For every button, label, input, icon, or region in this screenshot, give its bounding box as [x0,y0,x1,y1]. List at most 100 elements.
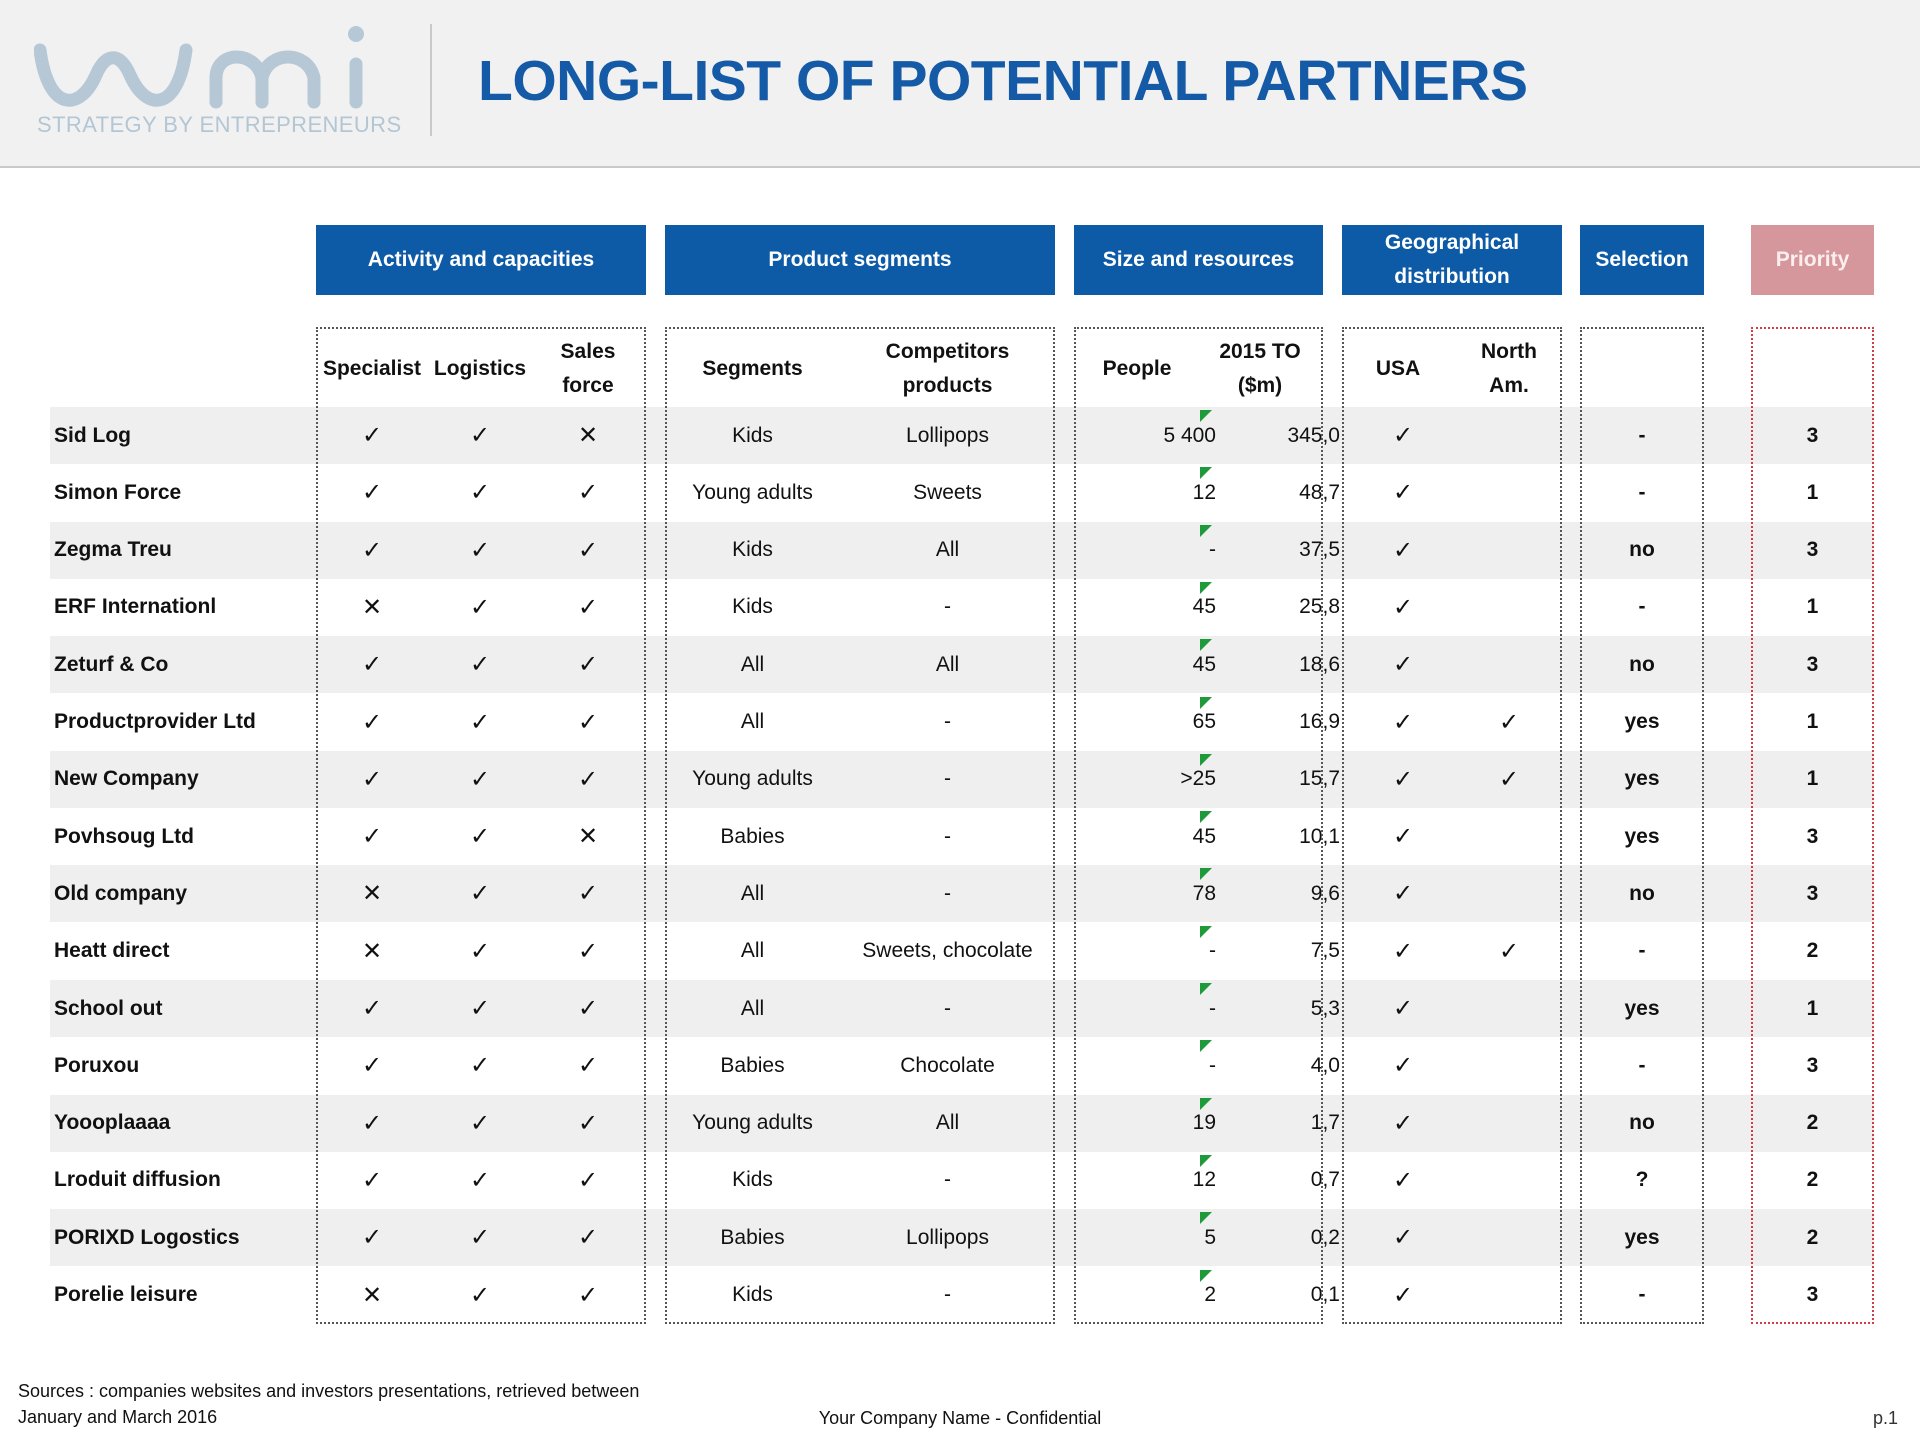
cell-competitors: All [935,1111,960,1135]
cell-usa: ✓ [1392,880,1414,908]
col-header-2015-to: 2015 TO ($m) [1219,340,1301,397]
cell-people: 19 [1192,1111,1216,1135]
cell-name: School out [54,996,163,1020]
cell-to: 5,3 [1310,996,1340,1020]
cell-competitors: Lollipops [906,423,989,447]
group-header-priority: Priority [1751,225,1874,295]
cell-selection: yes [1624,710,1660,733]
company-logo: STRATEGY BY ENTREPRENEURS [34,20,401,144]
cell-priority: 2 [1806,1225,1819,1249]
cell-logistics: ✓ [469,651,491,679]
group-box-geography [1342,327,1562,1324]
cell-priority: 3 [1806,1053,1819,1077]
group-header-geography: Geographical distribution [1342,225,1562,295]
col-header-segments: Segments [702,357,803,380]
cell-competitors: - [944,996,951,1020]
cell-segment: All [740,996,765,1020]
cell-name: New Company [54,767,199,791]
comment-marker-icon [1200,1154,1212,1167]
cell-name: Povhsoug Ltd [54,824,194,848]
cell-usa: ✓ [1392,1166,1414,1194]
col-header-sales-force: Sales force [560,340,616,397]
cell-selection: no [1629,538,1655,562]
comment-marker-icon [1200,868,1212,881]
comment-marker-icon [1200,639,1212,652]
group-box-priority [1751,327,1874,1324]
cell-specialist: ✓ [361,823,383,851]
group-box-activity [316,327,646,1324]
cell-specialist: ✓ [361,995,383,1022]
cell-priority: 1 [1806,767,1819,791]
cell-segment: Young adults [692,1111,813,1135]
slide-header: STRATEGY BY ENTREPRENEURS LONG-LIST OF P… [0,0,1920,168]
cell-name: ERF Internationl [54,595,217,619]
table-row: Porelie leisure ✕ ✓ ✓ Kids - 2 0,1 ✓ - 3 [50,1267,1874,1324]
group-box-product-segments [665,327,1055,1324]
group-header-product-segments: Product segments [665,225,1055,295]
cell-selection: - [1638,423,1646,447]
cell-people: >25 [1180,767,1216,791]
cell-name: Zeturf & Co [54,652,169,676]
cell-priority: 1 [1806,595,1819,619]
cell-selection: yes [1624,824,1660,848]
cell-specialist: ✕ [361,593,383,621]
cell-usa: ✓ [1392,765,1414,793]
comment-marker-icon [1200,983,1212,995]
cell-people: - [1209,939,1216,963]
cell-segment: All [740,881,765,905]
cell-competitors: - [944,710,951,733]
table-row: ERF Internationl ✕ ✓ ✓ Kids - 45 25,8 ✓ - 1 [50,579,1874,636]
cell-logistics: ✓ [469,995,491,1022]
cell-people: 78 [1192,881,1216,905]
cell-people: 12 [1192,480,1216,504]
cell-sales-force: ✕ [577,823,599,851]
table-row: New Company ✓ ✓ ✓ Young adults - >25 15,7 ✓ ✓ yes 1 [50,750,1874,808]
cell-to: 1,7 [1310,1111,1340,1135]
cell-sales-force: ✓ [577,593,599,621]
cell-selection: yes [1624,996,1660,1020]
cell-competitors: Sweets, chocolate [862,939,1033,963]
cell-selection: no [1629,881,1655,905]
cell-specialist: ✓ [361,1166,383,1194]
cell-logistics: ✓ [469,536,491,564]
cell-priority: 3 [1806,423,1819,447]
table-row: Productprovider Ltd ✓ ✓ ✓ All - 65 16,9 ✓ ✓ yes 1 [50,694,1874,751]
cell-people: 5 400 [1163,423,1216,447]
cell-logistics: ✓ [469,479,491,507]
cell-segment: All [740,652,765,676]
cell-segment: Young adults [692,480,813,504]
comment-marker-icon [1200,467,1212,480]
logo-tagline: STRATEGY BY ENTREPRENEURS [37,112,402,137]
cell-sales-force: ✓ [577,765,599,793]
cell-people: - [1209,538,1216,562]
cell-usa: ✓ [1392,1109,1414,1137]
cell-usa: ✓ [1392,1281,1414,1309]
cell-logistics: ✓ [469,880,491,908]
cell-usa: ✓ [1392,536,1414,564]
cell-segment: All [740,939,765,963]
cell-name: Productprovider Ltd [54,710,256,733]
cell-competitors: All [935,538,960,562]
cell-segment: Kids [732,595,773,619]
comment-marker-icon [1200,753,1212,766]
cell-selection: - [1638,480,1646,504]
cell-people: 65 [1192,710,1216,733]
comment-marker-icon [1200,1040,1212,1053]
table-row: Zeturf & Co ✓ ✓ ✓ All All 45 18,6 ✓ no 3 [50,636,1874,694]
cell-competitors: Lollipops [906,1225,989,1249]
cell-usa: ✓ [1392,593,1414,621]
cell-specialist: ✕ [361,937,383,965]
cell-competitors: - [944,824,951,848]
cell-to: 7,5 [1310,939,1340,963]
comment-marker-icon [1200,1269,1212,1282]
cell-specialist: ✓ [361,651,383,679]
cell-usa: ✓ [1392,995,1414,1022]
cell-sales-force: ✓ [577,536,599,564]
cell-name: Heatt direct [54,939,170,963]
cell-segment: Babies [720,1053,785,1077]
group-header-size: Size and resources [1074,225,1323,295]
cell-name: Lroduit diffusion [54,1168,221,1192]
cell-name: Simon Force [54,480,182,504]
col-header-north-am: North Am. [1481,340,1537,397]
cell-to: 25,8 [1299,595,1340,619]
